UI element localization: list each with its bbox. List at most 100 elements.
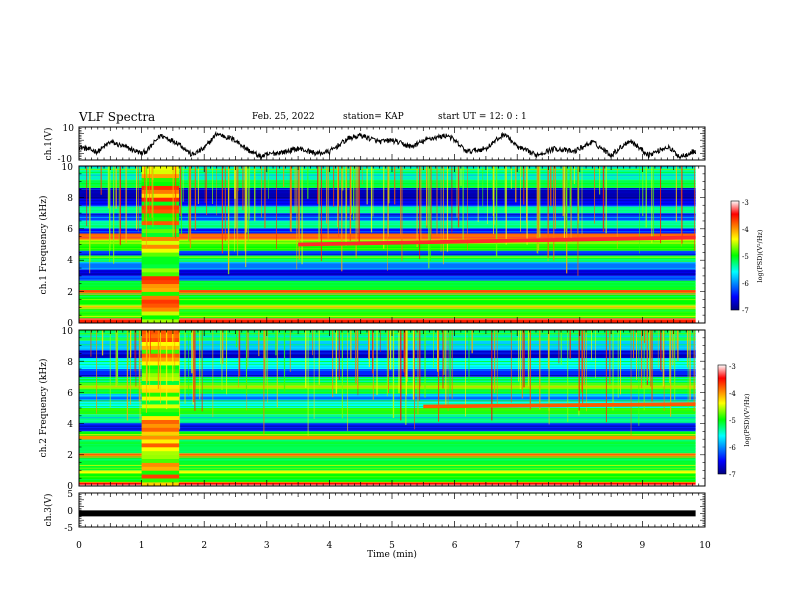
spectrogram-sferic: [189, 166, 191, 241]
ch2-cbar-tick-minus4: -4: [729, 390, 736, 398]
spectrogram-sferic: [620, 330, 622, 395]
spectrogram-sferic: [651, 330, 653, 402]
spectrogram-sferic: [136, 166, 138, 230]
spectrogram-sferic: [548, 330, 550, 425]
ch2-freq-tick-8: 8: [67, 358, 73, 368]
spectrogram-sferic: [174, 330, 176, 372]
spectrogram-sferic: [152, 166, 154, 227]
spectrogram-row: [79, 315, 696, 317]
spectrogram-sferic: [261, 166, 262, 218]
spectrogram-band: [79, 401, 696, 408]
spectrogram-sferic: [246, 166, 248, 233]
spectrogram-sferic: [180, 166, 183, 234]
spectrogram-sferic: [379, 330, 381, 352]
spectrogram-sferic: [599, 166, 601, 195]
spectrogram-sferic: [527, 330, 530, 387]
spectrogram-sferic: [221, 330, 223, 390]
ch2-colorbar-label: log(PSD)(V²/Hz): [743, 393, 751, 446]
ch2-cbar-tick-minus5: -5: [729, 417, 736, 425]
spectrogram-sferic: [394, 166, 396, 205]
spectrogram-sferic: [224, 166, 226, 241]
spectrogram-burst-cell: [141, 427, 180, 432]
date-label: Feb. 25, 2022: [252, 112, 315, 122]
spectrogram-sferic: [577, 166, 580, 224]
spectrogram-sferic: [228, 166, 230, 271]
spectrogram-sferic: [290, 166, 292, 233]
spectrogram-sferic: [445, 330, 447, 408]
spectrogram-sferic: [467, 166, 468, 251]
spectrogram-sferic: [265, 330, 267, 384]
spectrogram-burst-cell: [141, 431, 180, 436]
spectrogram-sferic: [145, 330, 147, 413]
spectrogram-sferic: [212, 330, 214, 418]
spectrogram-burst-cell: [141, 264, 180, 269]
spectrogram-row: [79, 293, 696, 295]
spectrogram-sferic: [188, 166, 189, 242]
spectrogram-row: [79, 470, 696, 472]
spectrogram-row: [79, 414, 696, 416]
time-tick-label: 7: [514, 541, 520, 551]
spectrogram-burst-cell: [141, 470, 180, 475]
spectrogram-burst-cell: [141, 181, 180, 186]
spectrogram-sferic: [372, 330, 374, 400]
spectrogram-sferic: [297, 166, 299, 234]
spectrogram-sferic: [526, 166, 527, 223]
spectrogram-row: [79, 290, 696, 292]
spectrogram-sferic: [663, 330, 665, 411]
spectrogram-sferic: [216, 166, 217, 216]
spectrogram-sferic: [127, 330, 129, 366]
spectrogram-row: [79, 464, 696, 466]
spectrogram-burst-cell: [141, 462, 180, 467]
spectrogram-row: [79, 397, 696, 399]
spectrogram-sferic: [113, 166, 115, 264]
spectrogram-burst-cell: [141, 193, 180, 198]
spectrogram-sferic: [193, 330, 195, 403]
spectrogram-sferic: [107, 166, 110, 209]
spectrogram-sferic: [569, 330, 571, 359]
spectrogram-sferic: [669, 330, 670, 383]
ch1-freq-ylabel: ch.1 Frequency (kHz): [38, 196, 49, 295]
spectrogram-sferic: [451, 166, 453, 233]
spectrogram-sferic: [526, 166, 528, 245]
spectrogram-sferic: [493, 166, 495, 235]
spectrogram-sferic: [670, 330, 672, 417]
spectrogram-tone-line: [79, 435, 696, 440]
spectrogram-band: [79, 269, 696, 276]
spectrogram-sferic: [96, 330, 98, 414]
spectrogram-row: [79, 301, 696, 303]
spectrogram-row: [79, 422, 696, 424]
spectrogram-sferic: [289, 166, 291, 231]
spectrogram-row: [79, 434, 696, 436]
spectrogram-row: [79, 321, 696, 323]
spectrogram-sferic: [179, 166, 182, 217]
ch1-spectrogram-ticks: [78, 165, 706, 324]
spectrogram-sferic: [650, 330, 652, 387]
spectrogram-sferic: [179, 330, 181, 430]
spectrogram-row: [79, 417, 696, 419]
ch1-freq-tick-8: 8: [67, 194, 73, 204]
spectrogram-sferic: [449, 330, 451, 394]
spectrogram-sferic: [438, 330, 440, 422]
spectrogram-sferic: [298, 166, 300, 260]
spectrogram-sferic: [447, 330, 449, 411]
spectrogram-sferic: [146, 330, 148, 383]
ch1-colorbar-label: log(PSD)(V²/Hz): [756, 229, 764, 282]
spectrogram-sferic: [238, 330, 239, 388]
spectrogram-sferic: [387, 166, 388, 271]
spectrogram-sferic: [639, 166, 640, 254]
station-label: station= KAP: [343, 112, 404, 122]
spectrogram-sferic: [403, 330, 405, 373]
spectrogram-sferic: [617, 330, 619, 398]
spectrogram-burst-cell: [141, 478, 180, 483]
spectrogram-sferic: [406, 330, 408, 382]
spectrogram-sferic: [119, 166, 122, 246]
spectrogram-sferic: [244, 166, 246, 252]
spectrogram-sferic: [307, 166, 309, 199]
spectrogram-sferic: [609, 330, 611, 385]
ch1-spectrogram-panel: 0 2 4 6 8 10 ch.1 Frequency (kHz) -3 -4 …: [38, 163, 764, 329]
ch2-freq-tick-6: 6: [67, 389, 73, 399]
spectrogram-sferic: [333, 166, 335, 207]
spectrogram-sferic: [109, 330, 111, 408]
spectrogram-sferic: [174, 166, 177, 239]
spectrogram-burst-cell: [141, 177, 180, 183]
